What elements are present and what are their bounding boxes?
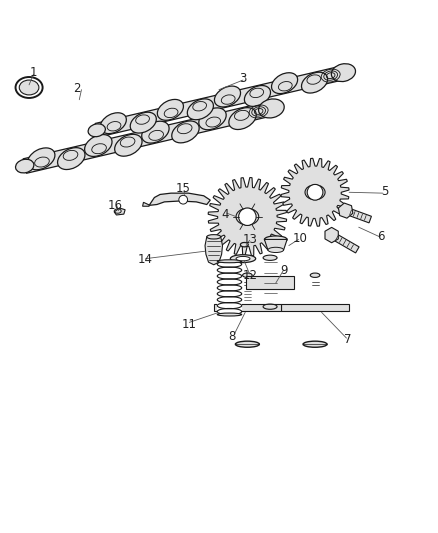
Ellipse shape: [63, 150, 78, 160]
Ellipse shape: [215, 86, 240, 107]
Ellipse shape: [19, 80, 39, 95]
Polygon shape: [143, 203, 149, 206]
Text: 9: 9: [281, 264, 288, 277]
Ellipse shape: [193, 102, 207, 111]
Ellipse shape: [172, 121, 199, 143]
Text: 16: 16: [108, 199, 123, 212]
Ellipse shape: [177, 124, 192, 134]
Ellipse shape: [332, 64, 356, 82]
Ellipse shape: [268, 247, 284, 253]
Text: 5: 5: [381, 185, 389, 198]
Text: 14: 14: [137, 254, 152, 266]
Ellipse shape: [263, 304, 277, 309]
Ellipse shape: [115, 134, 142, 156]
Ellipse shape: [92, 144, 106, 154]
Ellipse shape: [272, 72, 298, 94]
Text: 12: 12: [243, 269, 258, 282]
Ellipse shape: [307, 75, 321, 84]
Ellipse shape: [236, 208, 259, 225]
Ellipse shape: [243, 273, 252, 277]
Text: 10: 10: [292, 232, 307, 245]
Ellipse shape: [120, 137, 135, 147]
Ellipse shape: [263, 255, 277, 261]
Ellipse shape: [100, 113, 126, 134]
Ellipse shape: [310, 273, 320, 277]
Polygon shape: [281, 158, 349, 227]
Polygon shape: [330, 232, 359, 253]
Text: 13: 13: [243, 233, 258, 246]
Ellipse shape: [199, 108, 226, 130]
Circle shape: [239, 208, 256, 225]
Polygon shape: [246, 276, 294, 289]
Polygon shape: [344, 207, 371, 223]
Text: 8: 8: [228, 330, 236, 343]
Circle shape: [179, 195, 187, 204]
Polygon shape: [281, 304, 349, 311]
Ellipse shape: [221, 95, 235, 104]
Ellipse shape: [265, 236, 287, 243]
Polygon shape: [265, 239, 287, 250]
Ellipse shape: [217, 260, 242, 263]
Ellipse shape: [142, 121, 169, 143]
Polygon shape: [217, 261, 242, 314]
Ellipse shape: [305, 185, 325, 200]
Text: 4: 4: [222, 208, 230, 222]
Ellipse shape: [230, 255, 256, 263]
Ellipse shape: [279, 82, 292, 91]
Ellipse shape: [130, 112, 156, 133]
Ellipse shape: [206, 117, 221, 127]
Text: 7: 7: [344, 333, 352, 346]
Text: 3: 3: [239, 72, 247, 85]
Text: 1: 1: [30, 66, 37, 79]
Polygon shape: [23, 101, 273, 173]
Text: 6: 6: [377, 230, 384, 243]
Ellipse shape: [236, 256, 250, 261]
Ellipse shape: [88, 124, 106, 136]
Ellipse shape: [235, 341, 259, 348]
Ellipse shape: [217, 313, 242, 316]
Polygon shape: [339, 203, 353, 218]
Polygon shape: [205, 237, 223, 265]
Ellipse shape: [303, 341, 327, 348]
Ellipse shape: [149, 131, 163, 140]
Circle shape: [307, 184, 323, 200]
Ellipse shape: [240, 243, 248, 247]
Ellipse shape: [229, 108, 256, 130]
Ellipse shape: [15, 159, 34, 173]
Polygon shape: [214, 304, 281, 311]
Ellipse shape: [136, 115, 149, 124]
Ellipse shape: [301, 72, 328, 93]
Ellipse shape: [107, 122, 121, 131]
Text: 2: 2: [73, 82, 81, 95]
Ellipse shape: [35, 157, 49, 167]
Ellipse shape: [187, 99, 213, 120]
Polygon shape: [149, 193, 210, 205]
Ellipse shape: [234, 110, 249, 120]
Ellipse shape: [244, 85, 271, 107]
Ellipse shape: [28, 148, 55, 170]
Polygon shape: [325, 228, 338, 243]
Polygon shape: [114, 208, 125, 215]
Ellipse shape: [258, 99, 284, 118]
Ellipse shape: [164, 108, 178, 118]
Polygon shape: [95, 66, 345, 137]
Text: 15: 15: [176, 182, 191, 195]
Text: 11: 11: [182, 318, 197, 330]
Ellipse shape: [57, 148, 85, 169]
Ellipse shape: [250, 88, 264, 98]
Ellipse shape: [157, 100, 184, 120]
Polygon shape: [208, 177, 286, 256]
Ellipse shape: [207, 235, 221, 239]
Ellipse shape: [85, 134, 112, 156]
